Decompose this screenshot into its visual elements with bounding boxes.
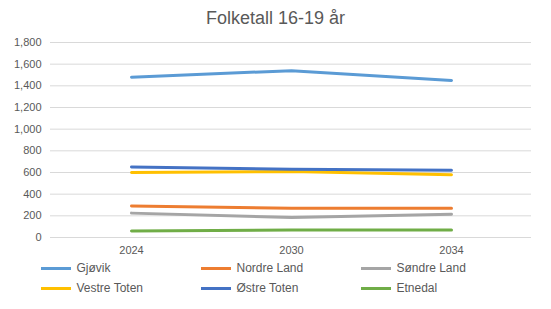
svg-text:800: 800 xyxy=(23,144,41,156)
svg-text:600: 600 xyxy=(23,166,41,178)
svg-text:1,600: 1,600 xyxy=(14,58,42,70)
svg-text:1,000: 1,000 xyxy=(14,123,42,135)
html-text:Søndre Land: Søndre Land xyxy=(396,261,466,275)
html-text:Vestre Toten: Vestre Toten xyxy=(76,281,143,295)
svg-text:2024: 2024 xyxy=(119,244,143,256)
svg-text:2034: 2034 xyxy=(439,244,463,256)
svg-text:1,800: 1,800 xyxy=(14,36,42,48)
svg-text:1,200: 1,200 xyxy=(14,101,42,113)
svg-text:2030: 2030 xyxy=(279,244,303,256)
svg-text:0: 0 xyxy=(35,231,41,243)
svg-text:1,400: 1,400 xyxy=(14,79,42,91)
html-text:Østre Toten: Østre Toten xyxy=(236,281,299,295)
svg-text:400: 400 xyxy=(23,188,41,200)
html-text:Nordre Land: Nordre Land xyxy=(236,261,304,275)
svg-text:200: 200 xyxy=(23,209,41,221)
html-text:Folketall 16-19 år: Folketall 16-19 år xyxy=(206,8,345,28)
html-text:Etnedal: Etnedal xyxy=(396,281,438,295)
html-text:Gjøvik: Gjøvik xyxy=(76,261,111,275)
